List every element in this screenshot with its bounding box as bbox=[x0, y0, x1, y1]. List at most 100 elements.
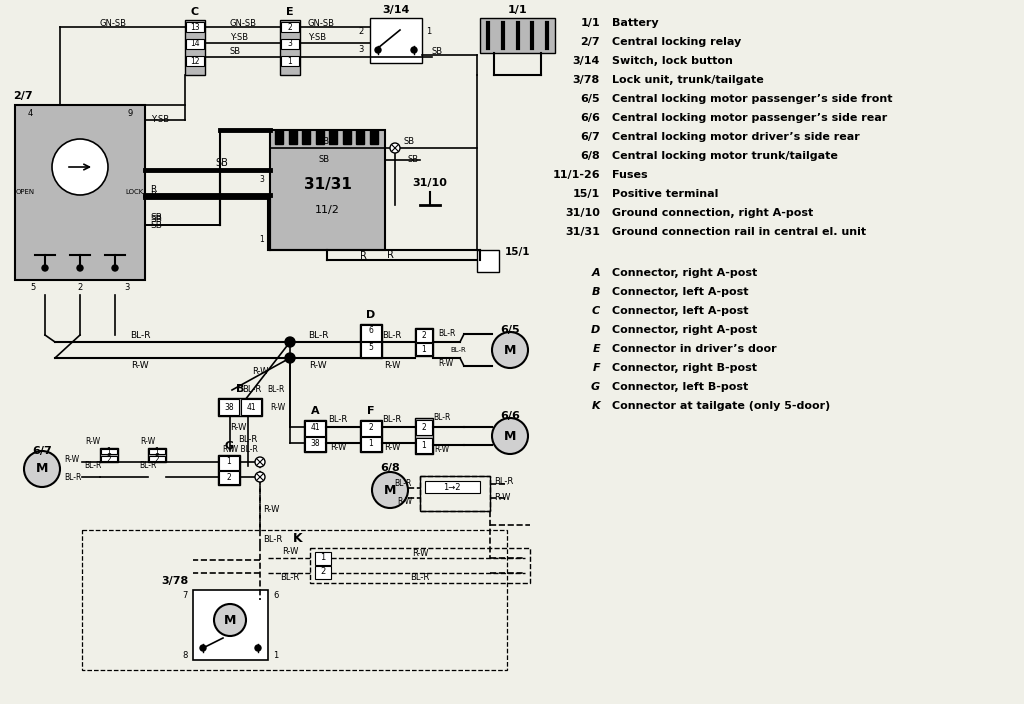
Circle shape bbox=[411, 47, 417, 53]
Circle shape bbox=[214, 604, 246, 636]
Text: Y-SB: Y-SB bbox=[230, 34, 248, 42]
Bar bbox=[416, 343, 432, 355]
Text: R-W BL-R: R-W BL-R bbox=[222, 446, 257, 455]
Text: BL-R: BL-R bbox=[139, 460, 157, 470]
Text: 1: 1 bbox=[259, 236, 264, 244]
Bar bbox=[420, 476, 490, 511]
Text: R-W: R-W bbox=[434, 446, 450, 455]
Text: BL-R: BL-R bbox=[239, 436, 258, 444]
Text: 1: 1 bbox=[369, 439, 374, 448]
Text: Ground connection rail in central el. unit: Ground connection rail in central el. un… bbox=[612, 227, 866, 237]
Bar bbox=[315, 130, 324, 144]
Text: 2: 2 bbox=[422, 422, 426, 432]
Text: Ground connection, right A-post: Ground connection, right A-post bbox=[612, 208, 813, 218]
Text: K: K bbox=[592, 401, 600, 411]
Text: 6/7: 6/7 bbox=[32, 446, 52, 456]
Text: LOCK: LOCK bbox=[126, 189, 144, 196]
Text: R-W: R-W bbox=[252, 367, 268, 377]
Text: BL-R: BL-R bbox=[438, 329, 456, 339]
Text: Connector in driver’s door: Connector in driver’s door bbox=[612, 344, 776, 354]
Bar bbox=[289, 130, 297, 144]
Text: R-W: R-W bbox=[270, 403, 285, 413]
Bar bbox=[305, 437, 325, 451]
Text: 41: 41 bbox=[310, 422, 319, 432]
Bar bbox=[186, 56, 204, 66]
Text: SB: SB bbox=[150, 220, 162, 230]
Text: 6/5: 6/5 bbox=[500, 325, 520, 335]
Text: Lock unit, trunk/tailgate: Lock unit, trunk/tailgate bbox=[612, 75, 764, 85]
Text: BL-R: BL-R bbox=[267, 386, 285, 394]
Text: M: M bbox=[384, 484, 396, 496]
Text: 2: 2 bbox=[288, 23, 293, 32]
Text: SB: SB bbox=[150, 213, 162, 222]
Bar bbox=[218, 398, 262, 416]
Text: SB: SB bbox=[432, 47, 443, 56]
Bar bbox=[15, 105, 145, 280]
Text: 31/10: 31/10 bbox=[565, 208, 600, 218]
Text: R-W: R-W bbox=[229, 424, 246, 432]
Text: BL-R: BL-R bbox=[263, 536, 283, 544]
Bar bbox=[416, 329, 432, 342]
Text: Central locking motor passenger’s side front: Central locking motor passenger’s side f… bbox=[612, 94, 893, 104]
Text: R-W: R-W bbox=[397, 498, 412, 506]
Text: 7: 7 bbox=[182, 591, 188, 600]
Text: 2: 2 bbox=[422, 330, 426, 339]
Bar bbox=[361, 437, 381, 451]
Text: 1: 1 bbox=[426, 27, 431, 37]
Circle shape bbox=[492, 332, 528, 368]
Bar bbox=[361, 342, 381, 357]
Bar bbox=[150, 456, 165, 461]
Text: 2/7: 2/7 bbox=[13, 91, 33, 101]
Bar bbox=[315, 552, 331, 565]
Text: GN-SB: GN-SB bbox=[230, 20, 257, 28]
Text: Central locking motor passenger’s side rear: Central locking motor passenger’s side r… bbox=[612, 113, 887, 123]
Text: SB: SB bbox=[318, 137, 330, 146]
Text: 3/78: 3/78 bbox=[162, 576, 189, 586]
Text: G: G bbox=[591, 382, 600, 392]
Bar bbox=[186, 39, 204, 49]
Circle shape bbox=[285, 353, 295, 363]
Text: 15/1: 15/1 bbox=[505, 247, 530, 257]
Bar bbox=[343, 130, 351, 144]
Text: K: K bbox=[293, 532, 302, 544]
Text: E: E bbox=[286, 7, 294, 17]
Text: 1/1: 1/1 bbox=[581, 18, 600, 28]
Text: 6: 6 bbox=[369, 326, 374, 334]
Text: 15/1: 15/1 bbox=[572, 189, 600, 199]
Text: 3: 3 bbox=[124, 284, 130, 292]
Text: 1: 1 bbox=[422, 344, 426, 353]
Text: 13: 13 bbox=[190, 23, 200, 32]
Text: 5: 5 bbox=[31, 284, 36, 292]
Text: C: C bbox=[592, 306, 600, 316]
Text: M: M bbox=[224, 613, 237, 627]
Text: BL-R: BL-R bbox=[382, 415, 401, 425]
Text: R-W: R-W bbox=[63, 455, 79, 465]
Text: 1: 1 bbox=[273, 650, 279, 660]
Bar bbox=[82, 530, 507, 670]
Text: G: G bbox=[224, 441, 233, 451]
Bar bbox=[185, 20, 205, 75]
Circle shape bbox=[286, 354, 294, 362]
Text: 6: 6 bbox=[273, 591, 279, 600]
Bar bbox=[150, 449, 165, 454]
Circle shape bbox=[255, 472, 265, 482]
Text: Connector, right B-post: Connector, right B-post bbox=[612, 363, 757, 373]
Bar bbox=[304, 420, 326, 452]
Bar bbox=[101, 449, 117, 454]
Text: 6/7: 6/7 bbox=[581, 132, 600, 142]
Bar bbox=[361, 421, 381, 436]
Circle shape bbox=[52, 139, 108, 195]
Bar bbox=[310, 548, 530, 583]
Bar bbox=[416, 420, 432, 435]
Text: 2: 2 bbox=[369, 422, 374, 432]
Bar bbox=[275, 130, 283, 144]
Text: GN-SB: GN-SB bbox=[308, 20, 335, 28]
Text: R-W: R-W bbox=[263, 505, 280, 515]
Text: 6/6: 6/6 bbox=[581, 113, 600, 123]
Text: OPEN: OPEN bbox=[15, 189, 35, 196]
Bar bbox=[480, 18, 555, 53]
Text: Positive terminal: Positive terminal bbox=[612, 189, 719, 199]
Bar bbox=[415, 418, 433, 454]
Text: Switch, lock button: Switch, lock button bbox=[612, 56, 733, 66]
Text: 1: 1 bbox=[155, 448, 160, 456]
